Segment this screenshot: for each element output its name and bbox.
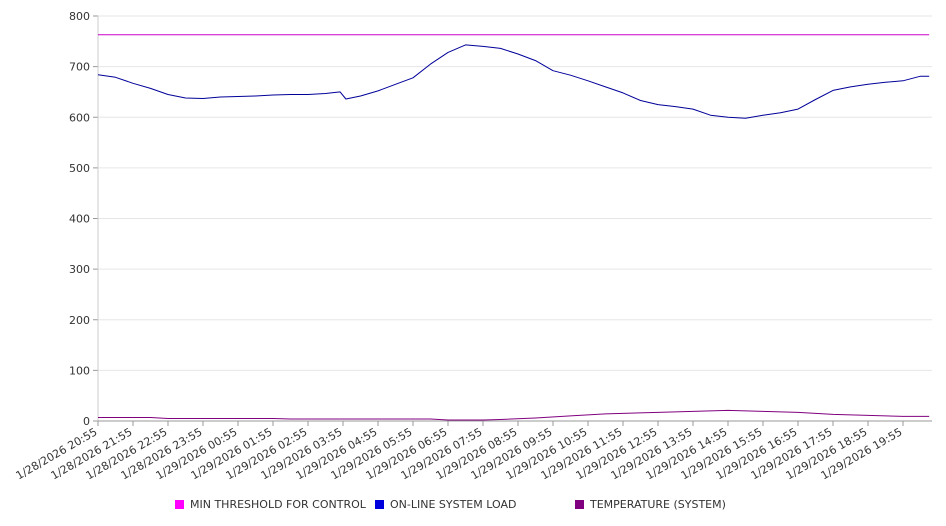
gridlines xyxy=(98,15,932,422)
legend-label-temperature: TEMPERATURE (SYSTEM) xyxy=(590,498,726,511)
legend-label-system-load: ON-LINE SYSTEM LOAD xyxy=(390,498,517,511)
legend-item-temperature[interactable]: TEMPERATURE (SYSTEM) xyxy=(575,498,726,511)
x-axis: 1/28/2026 20:551/28/2026 21:551/28/2026 … xyxy=(14,420,932,482)
series-line-temperature xyxy=(98,409,930,421)
legend-item-min-threshold[interactable]: MIN THRESHOLD FOR CONTROL xyxy=(175,498,366,511)
legend-label-min-threshold: MIN THRESHOLD FOR CONTROL xyxy=(190,498,366,511)
series-lines xyxy=(97,34,930,421)
legend-swatch-temperature xyxy=(575,500,584,509)
legend-swatch-min-threshold xyxy=(175,500,184,509)
y-tick-label: 200 xyxy=(69,314,90,327)
line-chart: 0 100 200 300 400 500 600 700 800 1/28/2026 20:5… xyxy=(14,10,932,482)
y-tick-label: 400 xyxy=(69,213,90,226)
y-tick-label: 100 xyxy=(69,364,90,377)
y-tick-label: 800 xyxy=(69,10,90,23)
legend: MIN THRESHOLD FOR CONTROL ON-LINE SYSTEM… xyxy=(0,498,946,514)
y-tick-label: 600 xyxy=(69,111,90,124)
legend-item-system-load[interactable]: ON-LINE SYSTEM LOAD xyxy=(375,498,516,511)
y-axis: 0 100 200 300 400 500 600 700 800 xyxy=(69,10,99,428)
legend-swatch-system-load xyxy=(375,500,384,509)
y-tick-label: 0 xyxy=(83,415,90,428)
y-tick-label: 500 xyxy=(69,162,90,175)
y-tick-label: 300 xyxy=(69,263,90,276)
series-line-system-load xyxy=(97,44,930,119)
y-tick-label: 700 xyxy=(69,61,90,74)
